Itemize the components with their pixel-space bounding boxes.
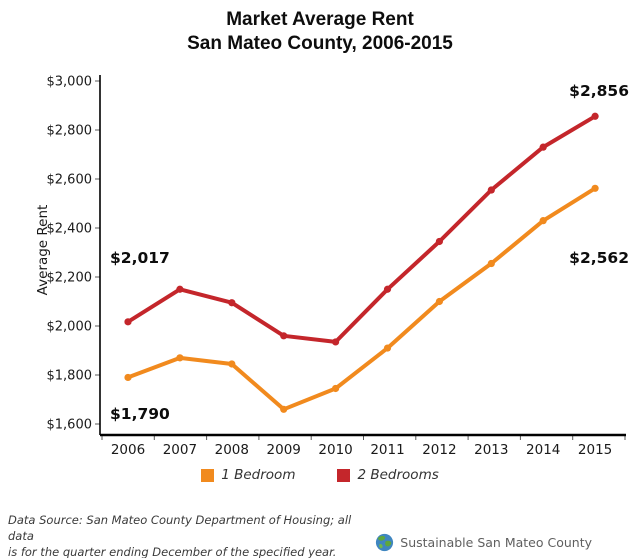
legend-item-1-bedroom: 1 Bedroom: [201, 467, 295, 483]
chart-title: Market Average Rent San Mateo County, 20…: [0, 8, 640, 56]
y-tick-label: $3,000: [47, 75, 93, 90]
value-annotation: $2,856: [569, 82, 629, 100]
series-2-bedrooms-point-2015: [591, 112, 599, 120]
x-tick-label: 2007: [163, 442, 197, 458]
globe-icon: [376, 533, 394, 552]
x-tick-label: 2008: [215, 442, 249, 458]
series-2-bedrooms-point-2009: [280, 332, 288, 340]
x-tick-label: 2006: [111, 442, 145, 458]
x-tick-label: 2011: [370, 442, 404, 458]
value-annotation: $1,790: [110, 405, 170, 423]
y-tick-label: $2,800: [47, 124, 93, 139]
series-2-bedrooms-point-2012: [435, 237, 443, 246]
x-tick-label: 2015: [578, 442, 612, 458]
series-1-bedroom-point-2014: [539, 217, 547, 225]
y-tick-label: $2,400: [47, 222, 93, 237]
y-tick-label: $1,800: [47, 369, 93, 384]
series-1-bedroom-point-2013: [487, 259, 495, 268]
y-tick-label: $2,000: [47, 320, 93, 335]
x-tick-label: 2012: [422, 442, 456, 458]
data-source-line2: is for the quarter ending December of th…: [8, 545, 337, 558]
series-1-bedroom-point-2012: [435, 297, 443, 306]
series-1-bedroom-point-2008: [228, 360, 236, 368]
x-tick-label: 2009: [267, 442, 301, 458]
series-2-bedrooms-point-2011: [383, 285, 392, 293]
y-axis-title: Average Rent: [35, 205, 51, 296]
series-1-bedroom-point-2006: [124, 373, 132, 382]
series-2-bedrooms-point-2008: [228, 299, 236, 307]
series-1-bedroom-line: [126, 186, 598, 412]
logo-label: Sustainable San Mateo County: [400, 535, 592, 550]
legend-item-2-bedrooms: 2 Bedrooms: [337, 467, 439, 483]
series-2-bedrooms-point-2007: [176, 285, 184, 293]
x-tick-label: 2013: [474, 442, 508, 458]
y-tick-label: $2,200: [47, 271, 93, 286]
sustainable-san-mateo-logo: Sustainable San Mateo County: [375, 533, 592, 552]
legend-swatch-icon: [337, 468, 351, 482]
x-tick-label: 2014: [526, 442, 560, 458]
legend-label: 1 Bedroom: [221, 467, 296, 483]
data-source-note: Data Source: San Mateo County Department…: [8, 512, 368, 558]
legend-label: 2 Bedrooms: [357, 467, 439, 483]
chart-legend: 1 Bedroom 2 Bedrooms: [0, 467, 640, 483]
series-2-bedrooms-point-2014: [539, 143, 547, 151]
legend-swatch-icon: [201, 468, 215, 482]
rent-chart-svg: $1,600 $1,800 $2,000 $2,200 $2,400 $2,600 $2,8…: [35, 75, 629, 459]
chart-title-line1: Market Average Rent: [226, 9, 414, 30]
series-1-bedroom-point-2010: [332, 384, 340, 393]
series-1-bedroom-point-2011: [383, 344, 392, 352]
series-1-bedroom-point-2009: [280, 405, 288, 413]
y-tick-label: $2,600: [47, 173, 93, 188]
value-annotation: $2,562: [569, 249, 629, 267]
series-2-bedrooms-point-2010: [332, 338, 340, 346]
x-tick-label: 2010: [318, 442, 352, 458]
data-source-line1: Data Source: San Mateo County Department…: [8, 513, 352, 544]
y-tick-label: $1,600: [47, 418, 93, 433]
series-2-bedrooms-point-2006: [124, 318, 132, 326]
series-1-bedroom-point-2015: [591, 184, 599, 192]
series-1-bedroom-point-2007: [176, 354, 184, 362]
series-2-bedrooms-line: [126, 114, 598, 344]
value-annotation: $2,017: [110, 249, 170, 267]
series-2-bedrooms-point-2013: [487, 186, 495, 194]
chart-title-line2: San Mateo County, 2006-2015: [187, 32, 453, 54]
